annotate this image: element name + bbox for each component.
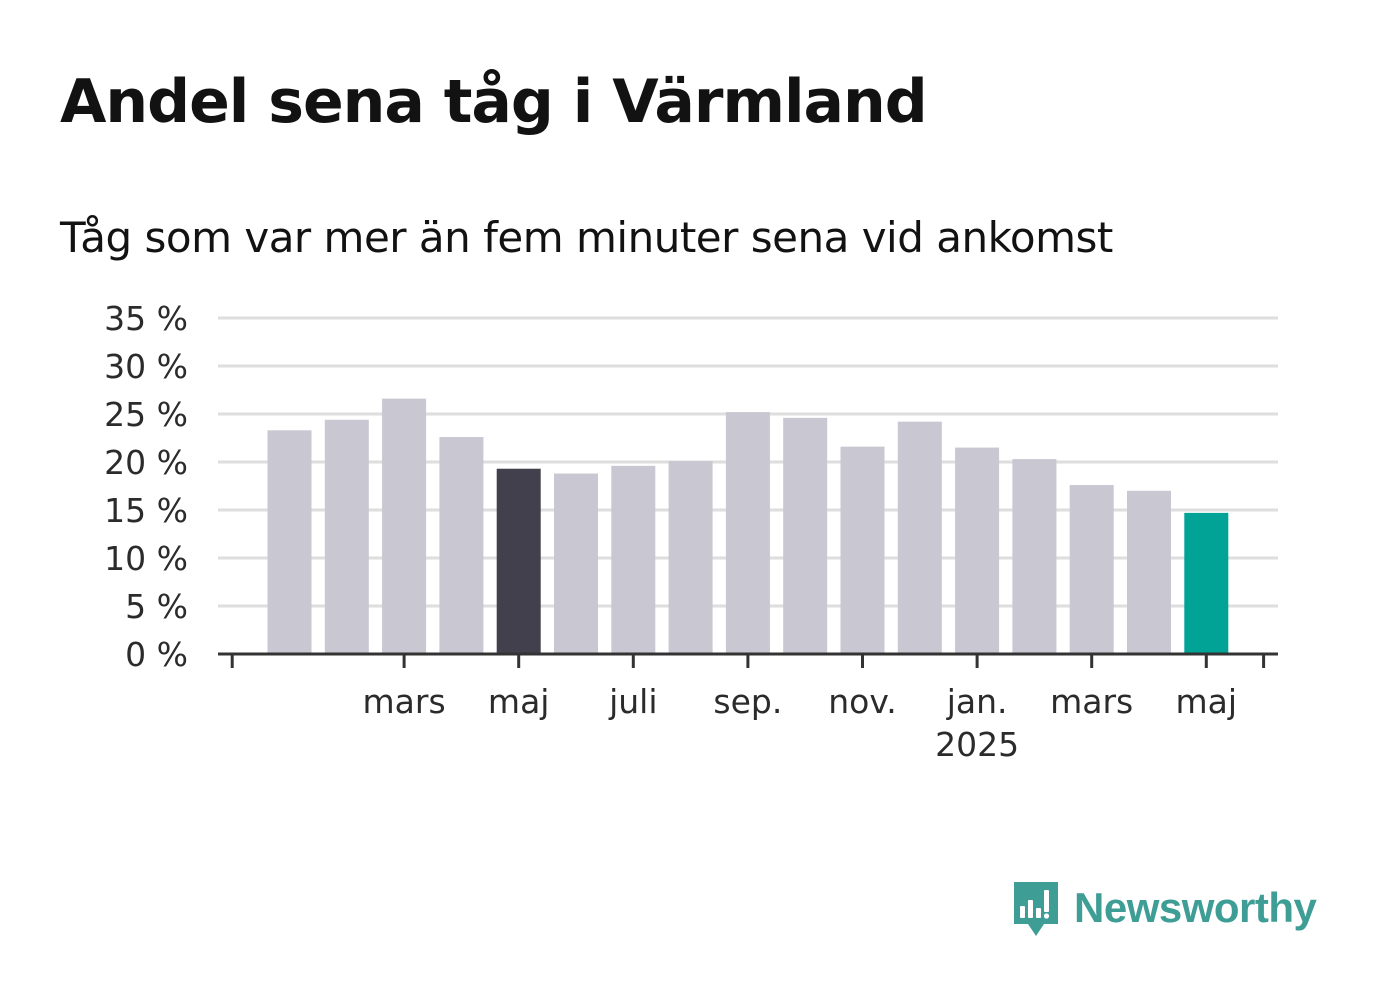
- bar: [840, 446, 885, 654]
- x-tick-label: juli: [608, 682, 657, 721]
- bar: [496, 468, 541, 654]
- y-tick-label: 20 %: [104, 443, 188, 482]
- y-tick-label: 35 %: [104, 299, 188, 338]
- y-tick-label: 30 %: [104, 347, 188, 386]
- x-tick-label: mars: [363, 682, 446, 721]
- newsworthy-chart-bubble-icon: [1014, 882, 1058, 936]
- bar: [1127, 490, 1171, 654]
- bar: [1184, 512, 1229, 654]
- bar: [783, 417, 828, 654]
- y-tick-label: 15 %: [104, 491, 188, 530]
- newsworthy-logo-text: Newsworthy: [1074, 884, 1317, 931]
- newsworthy-logo: Newsworthy: [1010, 878, 1317, 938]
- bar: [324, 419, 369, 654]
- y-axis-tick-labels: 0 % 5 % 10 % 15 % 20 % 25 % 30 % 35 %: [104, 299, 188, 674]
- bar: [439, 437, 484, 654]
- x-tick-label: maj: [1176, 682, 1238, 721]
- x-tick-label: jan.: [946, 682, 1008, 721]
- bar: [668, 461, 713, 654]
- y-tick-label: 25 %: [104, 395, 188, 434]
- bar: [1069, 485, 1114, 654]
- bars: [267, 398, 1229, 654]
- chart-subtitle: Tåg som var mer än fem minuter sena vid …: [60, 213, 1113, 262]
- bar: [955, 447, 1000, 654]
- bar: [267, 430, 312, 654]
- x-tick-label: nov.: [828, 682, 897, 721]
- x-tick-label: mars: [1050, 682, 1133, 721]
- y-tick-label: 5 %: [125, 587, 188, 626]
- y-tick-label: 10 %: [104, 539, 188, 578]
- x-axis-tick-labels: mars maj juli sep. nov. jan. 2025 mars maj: [363, 682, 1238, 764]
- bar: [611, 465, 656, 654]
- x-axis: [218, 652, 1278, 668]
- x-tick-label: maj: [488, 682, 550, 721]
- bar: [382, 398, 427, 654]
- x-tick-label: sep.: [713, 682, 782, 721]
- bar: [554, 473, 598, 654]
- x-tick-year-label: 2025: [935, 725, 1019, 764]
- chart-title: Andel sena tåg i Värmland: [60, 67, 928, 137]
- bar: [725, 412, 770, 654]
- y-tick-label: 0 %: [125, 635, 188, 674]
- bar: [1012, 459, 1057, 654]
- bar: [897, 421, 942, 654]
